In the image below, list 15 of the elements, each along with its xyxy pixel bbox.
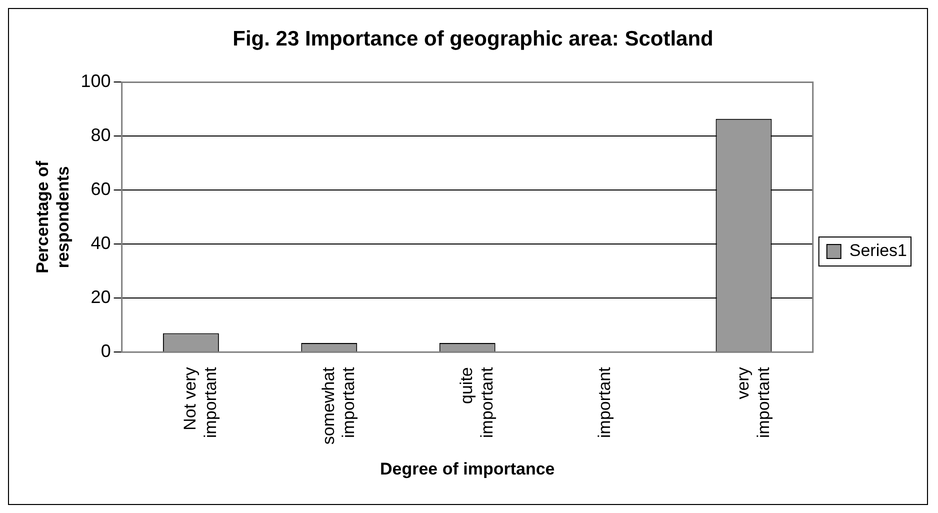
y-tick-label: 20	[90, 287, 111, 308]
y-tick-label: 40	[90, 233, 111, 254]
x-tick-label: important	[595, 366, 614, 438]
x-tick-label: quite important	[457, 366, 496, 438]
y-tick-label: 60	[90, 179, 111, 200]
y-tick-label: 80	[90, 125, 111, 146]
y-axis-title: Percentage of respondents	[32, 160, 72, 274]
x-tick-label: very important	[733, 366, 773, 438]
x-tick-label: somewhat important	[318, 366, 358, 445]
x-tick-label: Not very important	[180, 366, 220, 438]
x-axis-title: Degree of importance	[380, 459, 555, 478]
chart-title: Fig. 23 Importance of geographic area: Scotland	[232, 27, 714, 50]
legend-label: Series1	[849, 241, 907, 260]
y-tick-label: 100	[80, 71, 111, 92]
y-tick-label: 0	[100, 341, 111, 362]
